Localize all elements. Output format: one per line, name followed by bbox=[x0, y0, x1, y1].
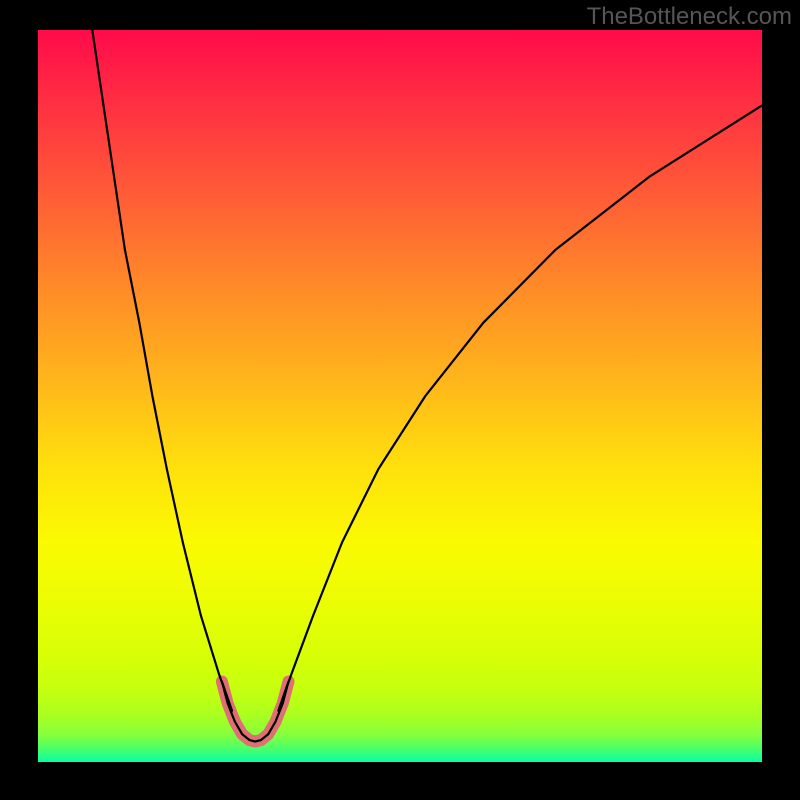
heatmap-gradient bbox=[38, 30, 762, 762]
watermark-text: TheBottleneck.com bbox=[587, 3, 792, 31]
plot-area bbox=[38, 30, 762, 762]
